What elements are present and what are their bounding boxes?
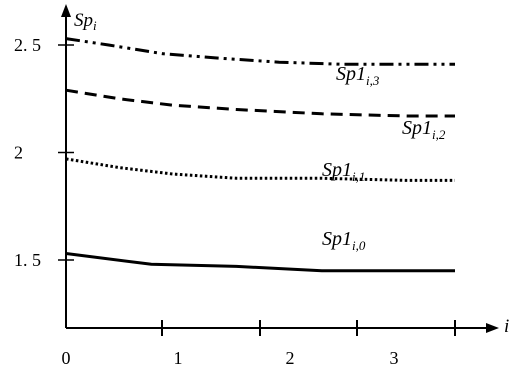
x-tick-label: 0 [62, 348, 71, 368]
axes [61, 4, 499, 333]
x-ticks: 0 1 2 3 [62, 320, 456, 368]
y-tick-label: 2. 5 [14, 35, 41, 55]
series-labels: Sp1i,0 Sp1i,1 Sp1i,2 Sp1i,3 [322, 63, 446, 253]
series-line-i-2 [65, 88, 455, 118]
x-axis-arrow [486, 323, 499, 333]
x-tick-label: 1 [174, 348, 183, 368]
y-tick-label: 2 [14, 143, 23, 163]
y-axis-arrow [61, 4, 71, 17]
y-tick-label: 1. 5 [14, 250, 41, 270]
y-axis-label: Spi [74, 10, 97, 33]
series-label: Sp1i,3 [336, 63, 380, 88]
series-line-i-0 [65, 252, 455, 273]
series-line-i-1 [65, 157, 455, 182]
x-tick-label: 2 [286, 348, 295, 368]
series-label: Sp1i,0 [322, 228, 366, 253]
x-tick-label: 3 [390, 348, 399, 368]
y-ticks: 1. 5 2 2. 5 [14, 35, 74, 270]
series-label: Sp1i,2 [402, 117, 446, 142]
x-axis-label: i [504, 316, 509, 337]
series-line-i-3 [65, 37, 455, 66]
series-label: Sp1i,1 [322, 159, 365, 184]
series-lines [65, 37, 455, 273]
